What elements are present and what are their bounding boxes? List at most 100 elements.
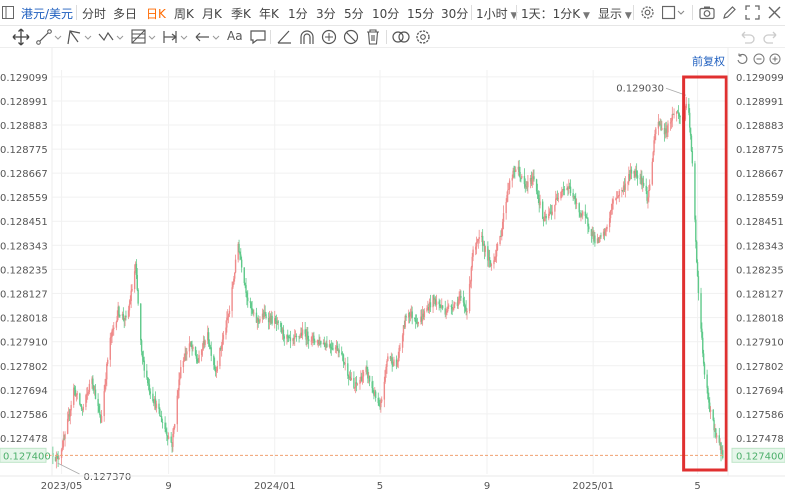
arrow-tool-icon[interactable] [194,28,220,46]
y-tick-label-left: 0.127478 [0,434,48,445]
tab-daily-k[interactable]: 日K [146,7,166,21]
candle-body [277,321,279,323]
sync-dropdown[interactable]: 1天：1分K ▼ [521,5,590,22]
candle-body [557,198,560,200]
candle-body [563,189,566,191]
tab-multi-day[interactable]: 多日 [113,7,138,21]
compare-icon[interactable] [391,28,411,46]
channel-icon[interactable] [66,28,92,46]
candle-body [591,231,593,236]
candle-body [483,243,486,252]
pencil-icon[interactable] [722,5,737,20]
display-dropdown-label: 显示 [598,7,623,21]
trash-icon[interactable] [364,28,382,46]
candle-body [530,178,533,185]
fullscreen-icon[interactable] [745,5,760,20]
settings-icon[interactable] [640,5,655,20]
interval-dropdown[interactable]: 1小时 ▼ [476,5,517,22]
candle-body [532,176,534,180]
candle-body [149,391,152,394]
range-measure-icon[interactable] [162,28,188,46]
camera-icon[interactable] [699,5,715,20]
tab-5min[interactable]: 5分 [344,7,364,21]
annotations: 0.127400 0.127400 0.129030 0.127370 [0,75,785,483]
candle-body [466,311,468,313]
candle-body [470,267,473,282]
candle-body [440,306,442,308]
tab-1min[interactable]: 1分 [288,7,308,21]
y-tick-label-right: 0.129099 [736,73,784,84]
close-icon[interactable] [767,5,782,20]
fibonacci-icon[interactable] [130,28,156,46]
candle-body [155,403,158,409]
zoom-out-icon[interactable] [753,53,765,65]
divider [270,30,271,44]
candle-body [672,114,674,115]
candle-body [98,406,100,412]
layout-select-icon[interactable] [662,5,686,20]
current-price-tag-left [0,447,47,463]
redo-icon[interactable] [762,28,780,46]
candle-body [496,243,499,251]
lock-drawings-icon[interactable] [320,28,338,46]
candle-body [166,431,168,436]
candle-body [295,336,298,337]
tab-10min[interactable]: 10分 [372,7,400,21]
candle-body [573,196,575,198]
comment-icon[interactable] [249,28,267,46]
crosshair-move-icon[interactable] [12,28,30,46]
candle-body [270,315,272,323]
zoom-in-icon[interactable] [769,53,781,65]
candle-body [55,456,58,462]
candle-body [258,320,260,322]
candle-body [475,242,478,247]
magnet-icon[interactable] [298,28,316,46]
candle-body [408,312,411,317]
candle-body [184,353,186,361]
candle-body [192,346,194,349]
price-adjust-toggle[interactable]: 前复权 [692,55,725,68]
sidebar-toggle-icon[interactable] [2,6,14,19]
tab-weekly-k[interactable]: 周K [174,7,194,21]
chart-settings-icon[interactable] [414,28,432,46]
trend-line-icon[interactable] [36,28,62,46]
text-tool[interactable]: Aa [227,29,243,43]
tab-intraday[interactable]: 分时 [82,7,107,21]
x-tick-label: 2025/01 [572,481,614,492]
candle-body [646,191,648,201]
candle-body [677,112,680,114]
candle-body [288,337,291,339]
candle-body [427,307,429,309]
candle-body [648,190,650,198]
candle-body [81,409,84,411]
candle-body [123,318,125,321]
angle-tool-icon[interactable] [276,28,294,46]
tab-monthly-k[interactable]: 月K [202,7,222,21]
symbol-selector[interactable]: 港元/美元 [21,7,74,21]
candle-body [469,281,472,284]
candle-body [441,305,444,309]
candle-body [353,377,355,388]
candle-body [689,112,691,128]
tab-3min[interactable]: 3分 [316,7,336,21]
hide-drawings-icon[interactable] [342,28,360,46]
tab-quarterly-k[interactable]: 季K [231,7,251,21]
tab-15min[interactable]: 15分 [407,7,435,21]
candle-body [129,301,132,305]
candle-body [62,438,65,448]
wave-pattern-icon[interactable] [98,28,124,46]
candle-body [505,201,507,214]
tab-yearly-k[interactable]: 年K [259,7,279,21]
candle-body [92,378,94,386]
candle-body [421,316,423,321]
candle-body [488,257,491,261]
candle-body [194,346,197,356]
undo-icon[interactable] [738,28,756,46]
candle-body [136,274,138,290]
candle-body [160,416,163,423]
display-dropdown[interactable]: 显示 ▼ [598,5,632,22]
candle-body [658,121,660,126]
reset-view-icon[interactable] [736,53,748,65]
candle-body [513,170,515,172]
tab-30min[interactable]: 30分 [441,7,469,21]
